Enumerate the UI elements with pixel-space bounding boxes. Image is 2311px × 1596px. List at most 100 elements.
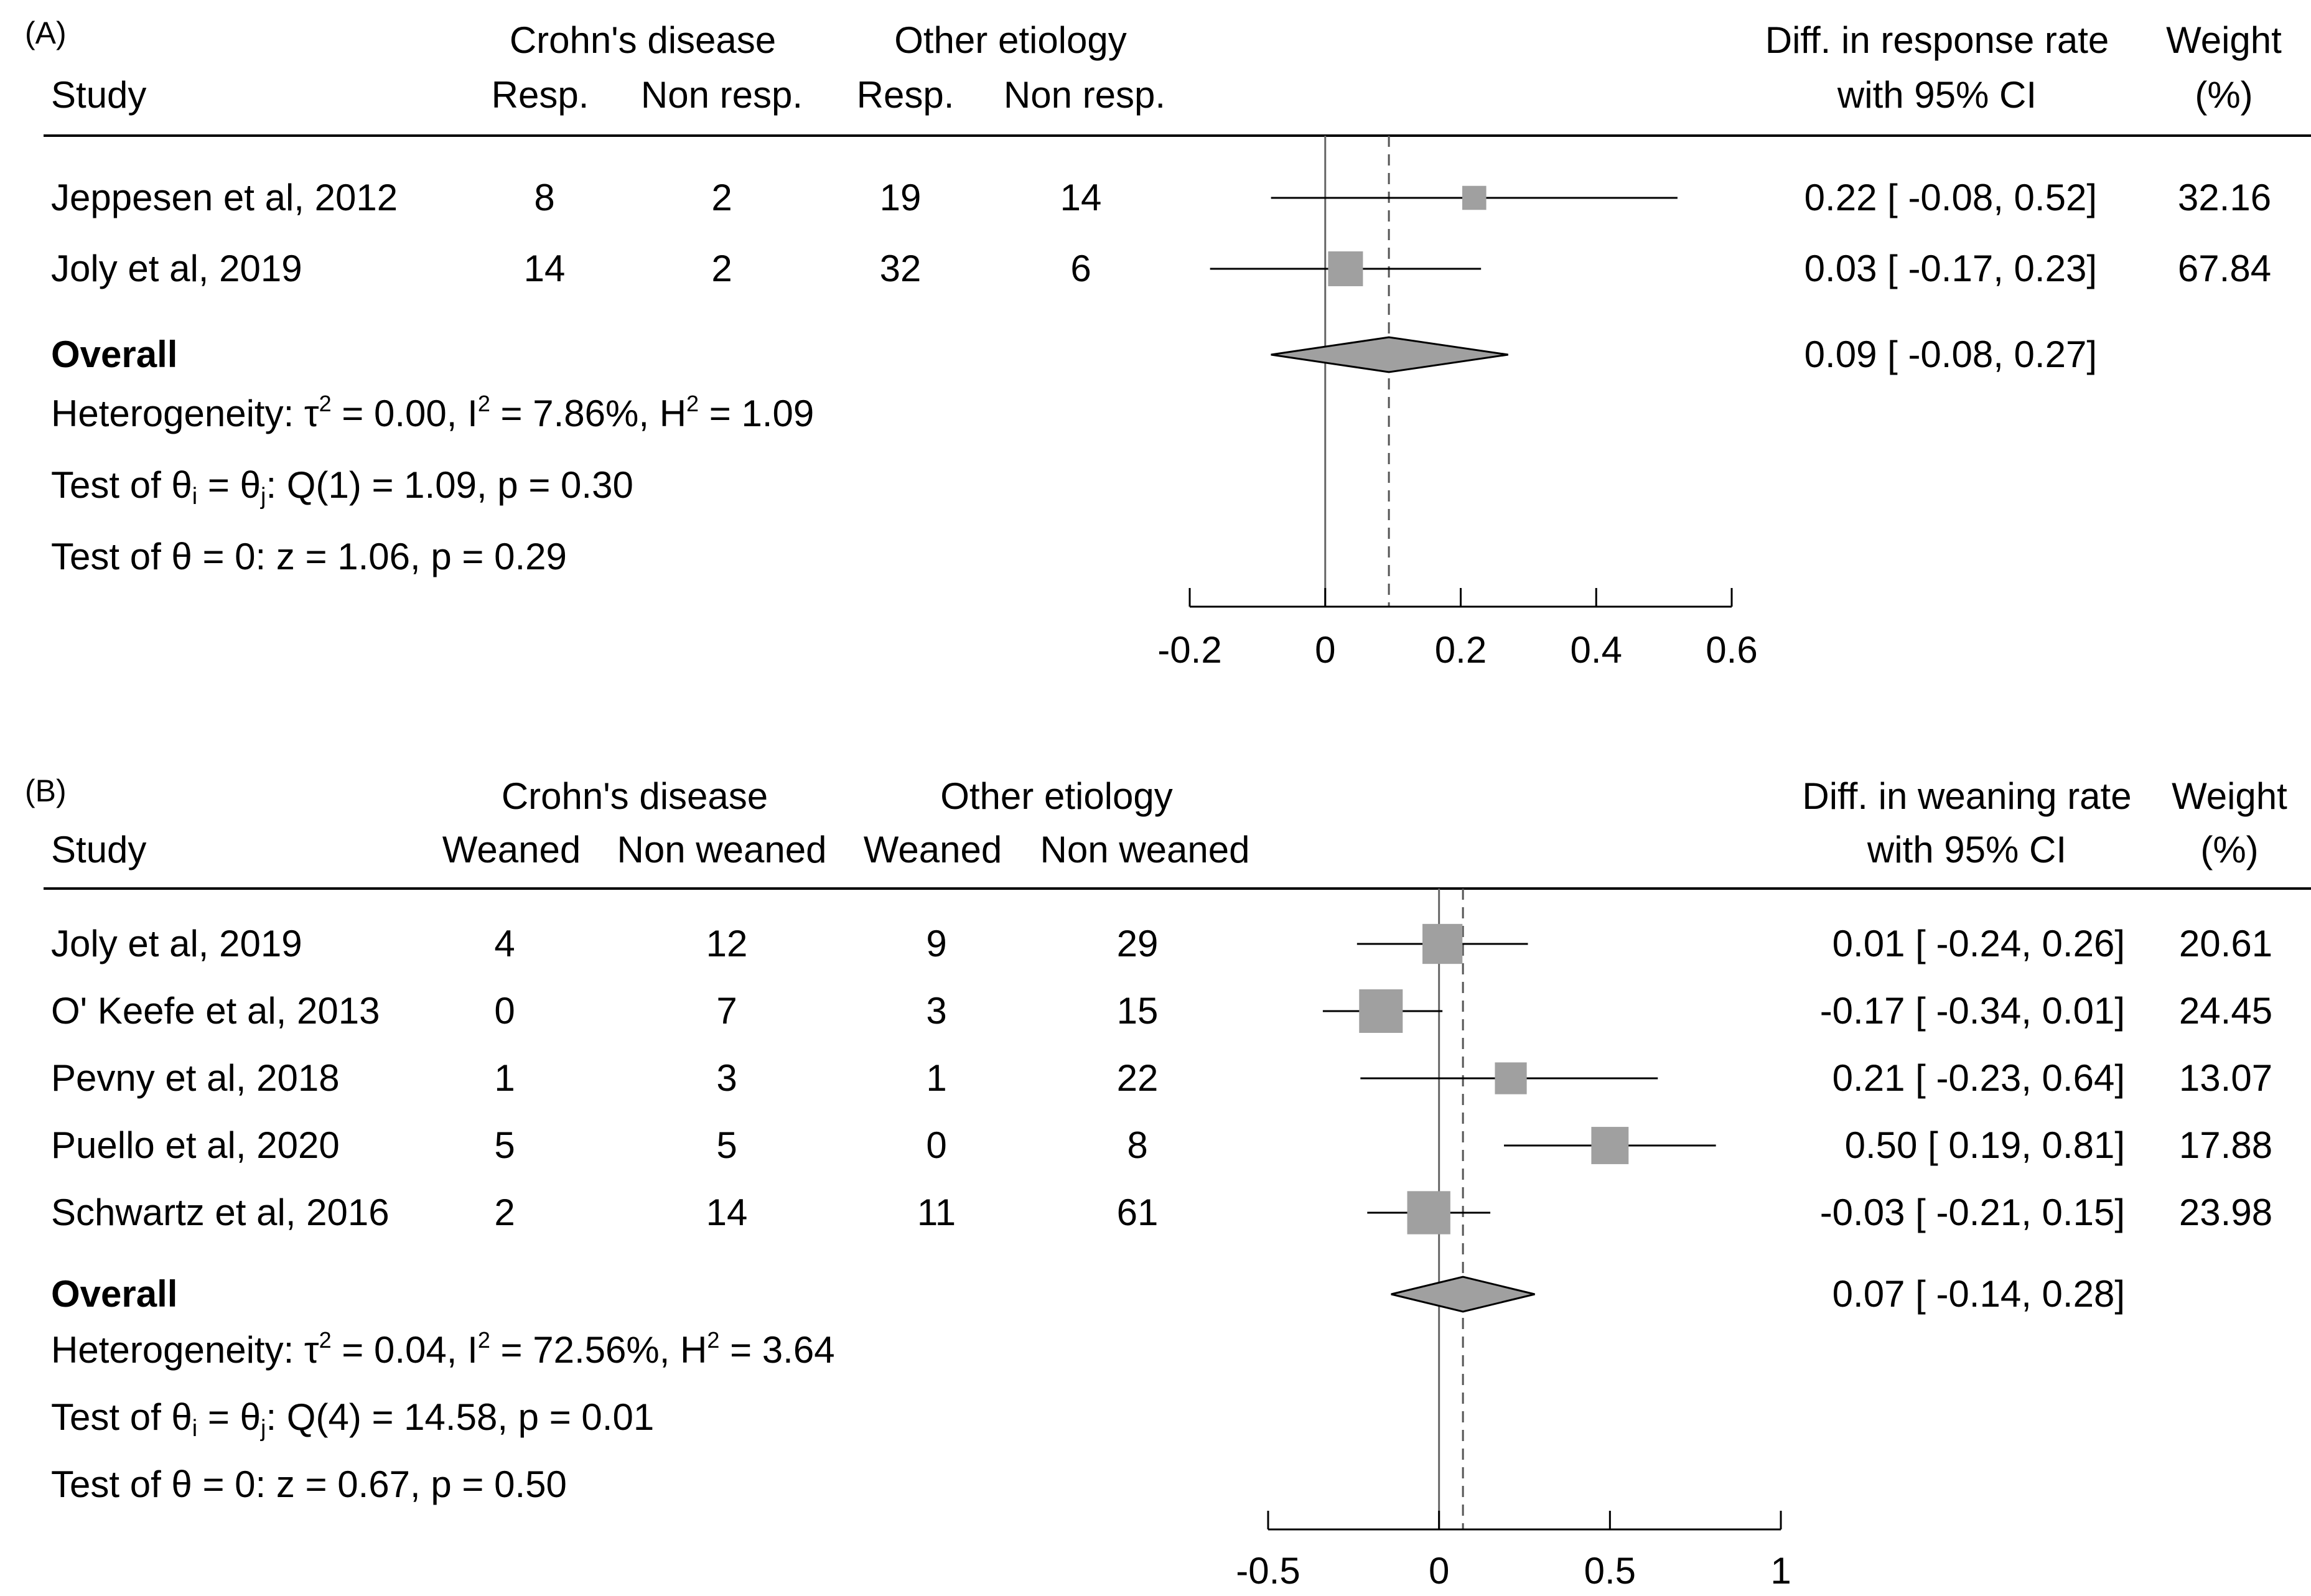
count-crohns-col1: 5 <box>494 1124 515 1166</box>
count-other-col2: 29 <box>1117 923 1159 964</box>
x-tick-label: 0.4 <box>1571 629 1622 671</box>
study-name: Jeppesen et al, 2012 <box>51 177 398 218</box>
x-tick-label: 0 <box>1429 1550 1449 1592</box>
z-test-text: Test of θ = 0: z = 0.67, p = 0.50 <box>51 1463 567 1505</box>
header-crohns-col1: Resp. <box>492 74 589 116</box>
header-crohns-col2: Non weaned <box>617 829 827 870</box>
x-tick-label: 0.2 <box>1435 629 1487 671</box>
x-tick-label: 0 <box>1315 629 1335 671</box>
study-estimate-box <box>1422 923 1463 964</box>
study-estimate-box <box>1495 1062 1527 1094</box>
overall-row: Overall 0.07 [ -0.14, 0.28] <box>51 1273 2125 1315</box>
count-crohns-col1: 8 <box>534 177 554 218</box>
study-name: Schwartz et al, 2016 <box>51 1192 390 1233</box>
header-crohns-col2: Non resp. <box>641 74 803 116</box>
weight-text: 67.84 <box>2178 248 2271 289</box>
study-row: O' Keefe et al, 2013 0 7 3 15 -0.17 [ -0.34, … <box>51 989 2272 1033</box>
count-other-col1: 1 <box>926 1057 946 1099</box>
overall-label: Overall <box>51 334 177 375</box>
overall-ci-text: 0.09 [ -0.08, 0.27] <box>1804 334 2097 375</box>
study-row: Jeppesen et al, 2012 8 2 19 14 0.22 [ -0.08, … <box>51 177 2271 218</box>
header-group-other: Other etiology <box>940 775 1173 817</box>
q-test-text: Test of θi = θj: Q(4) = 14.58, p = 0.01 <box>51 1396 654 1442</box>
count-other-col1: 11 <box>917 1192 956 1233</box>
panel-label: (B) <box>25 773 67 808</box>
count-crohns-col2: 2 <box>711 248 732 289</box>
weight-text: 17.88 <box>2179 1124 2272 1166</box>
header-other-col2: Non weaned <box>1040 829 1250 870</box>
count-crohns-col2: 3 <box>716 1057 737 1099</box>
x-tick-label: 0.5 <box>1584 1550 1636 1592</box>
overall-ci-text: 0.07 [ -0.14, 0.28] <box>1832 1273 2125 1315</box>
header-weight-title: Weight <box>2172 775 2287 817</box>
header-effect-ci: with 95% CI <box>1867 829 2066 870</box>
effect-ci-text: -0.17 [ -0.34, 0.01] <box>1820 990 2125 1032</box>
count-crohns-col2: 12 <box>706 923 748 964</box>
study-estimate-box <box>1328 251 1363 286</box>
heterogeneity-text: Heterogeneity: τ2 = 0.00, I2 = 7.86%, H2… <box>51 391 814 434</box>
study-name: O' Keefe et al, 2013 <box>51 990 380 1032</box>
effect-ci-text: 0.01 [ -0.24, 0.26] <box>1832 923 2125 964</box>
study-name: Joly et al, 2019 <box>51 923 302 964</box>
x-tick-label: 0.6 <box>1706 629 1757 671</box>
study-name: Pevny et al, 2018 <box>51 1057 340 1099</box>
effect-ci-text: 0.21 [ -0.23, 0.64] <box>1832 1057 2125 1099</box>
study-row: Puello et al, 2020 5 5 0 8 0.50 [ 0.19, 0.81]… <box>51 1124 2272 1166</box>
weight-text: 13.07 <box>2179 1057 2272 1099</box>
effect-ci-text: 0.22 [ -0.08, 0.52] <box>1804 177 2097 218</box>
panel-label: (A) <box>25 16 67 50</box>
weight-text: 32.16 <box>2178 177 2271 218</box>
x-tick-label: -0.5 <box>1236 1550 1300 1592</box>
header-other-col2: Non resp. <box>1004 74 1165 116</box>
count-other-col1: 32 <box>880 248 922 289</box>
count-other-col2: 14 <box>1060 177 1102 218</box>
study-estimate-box <box>1591 1127 1629 1164</box>
x-tick-label: -0.2 <box>1157 629 1221 671</box>
count-crohns-col2: 14 <box>706 1192 748 1233</box>
study-row: Joly et al, 2019 4 12 9 29 0.01 [ -0.24, 0.26… <box>51 923 2272 964</box>
header-group-other: Other etiology <box>894 19 1127 61</box>
weight-text: 23.98 <box>2179 1192 2272 1233</box>
x-tick-label: 1 <box>1770 1550 1791 1592</box>
study-name: Puello et al, 2020 <box>51 1124 340 1166</box>
header-effect-title: Diff. in response rate <box>1765 19 2109 61</box>
study-row: Joly et al, 2019 14 2 32 6 0.03 [ -0.17, 0.23… <box>51 248 2271 289</box>
x-axis: -0.5 0 0.5 1 <box>1236 1511 1791 1592</box>
count-other-col2: 15 <box>1117 990 1159 1032</box>
overall-diamond <box>1391 1276 1535 1313</box>
count-other-col1: 19 <box>880 177 922 218</box>
study-estimate-box <box>1407 1191 1450 1234</box>
header-effect-title: Diff. in weaning rate <box>1802 775 2131 817</box>
effect-ci-text: 0.03 [ -0.17, 0.23] <box>1804 248 2097 289</box>
count-other-col2: 22 <box>1117 1057 1159 1099</box>
effect-ci-text: 0.50 [ 0.19, 0.81] <box>1845 1124 2125 1166</box>
effect-ci-text: -0.03 [ -0.21, 0.15] <box>1820 1192 2125 1233</box>
header-crohns-col1: Weaned <box>442 829 581 870</box>
header-study: Study <box>51 74 146 116</box>
header-weight-unit: (%) <box>2200 829 2258 870</box>
study-estimate-box <box>1359 989 1403 1033</box>
overall-label: Overall <box>51 1273 177 1315</box>
forest-panel-b: (B) Crohn's disease Other etiology Diff. in… <box>25 773 2311 1592</box>
header-weight-title: Weight <box>2166 19 2282 61</box>
count-other-col2: 8 <box>1127 1124 1147 1166</box>
count-crohns-col1: 1 <box>494 1057 515 1099</box>
x-axis: -0.2 0 0.2 0.4 0.6 <box>1157 588 1758 671</box>
weight-text: 20.61 <box>2179 923 2272 964</box>
study-row: Schwartz et al, 2016 2 14 11 61 -0.03 [ -0.21… <box>51 1191 2272 1234</box>
forest-panel-a: (A) Crohn's disease Other etiology Diff. in… <box>25 16 2311 671</box>
count-crohns-col1: 0 <box>494 990 515 1032</box>
count-crohns-col2: 2 <box>711 177 732 218</box>
header-effect-ci: with 95% CI <box>1837 74 2037 116</box>
header-weight-unit: (%) <box>2195 74 2253 116</box>
count-crohns-col1: 14 <box>524 248 566 289</box>
count-other-col2: 61 <box>1117 1192 1159 1233</box>
count-crohns-col2: 5 <box>716 1124 737 1166</box>
study-estimate-box <box>1462 185 1487 210</box>
count-crohns-col1: 4 <box>494 923 515 964</box>
study-name: Joly et al, 2019 <box>51 248 302 289</box>
count-other-col1: 9 <box>926 923 946 964</box>
overall-row: Overall 0.09 [ -0.08, 0.27] <box>51 334 2097 375</box>
count-crohns-col2: 7 <box>716 990 737 1032</box>
